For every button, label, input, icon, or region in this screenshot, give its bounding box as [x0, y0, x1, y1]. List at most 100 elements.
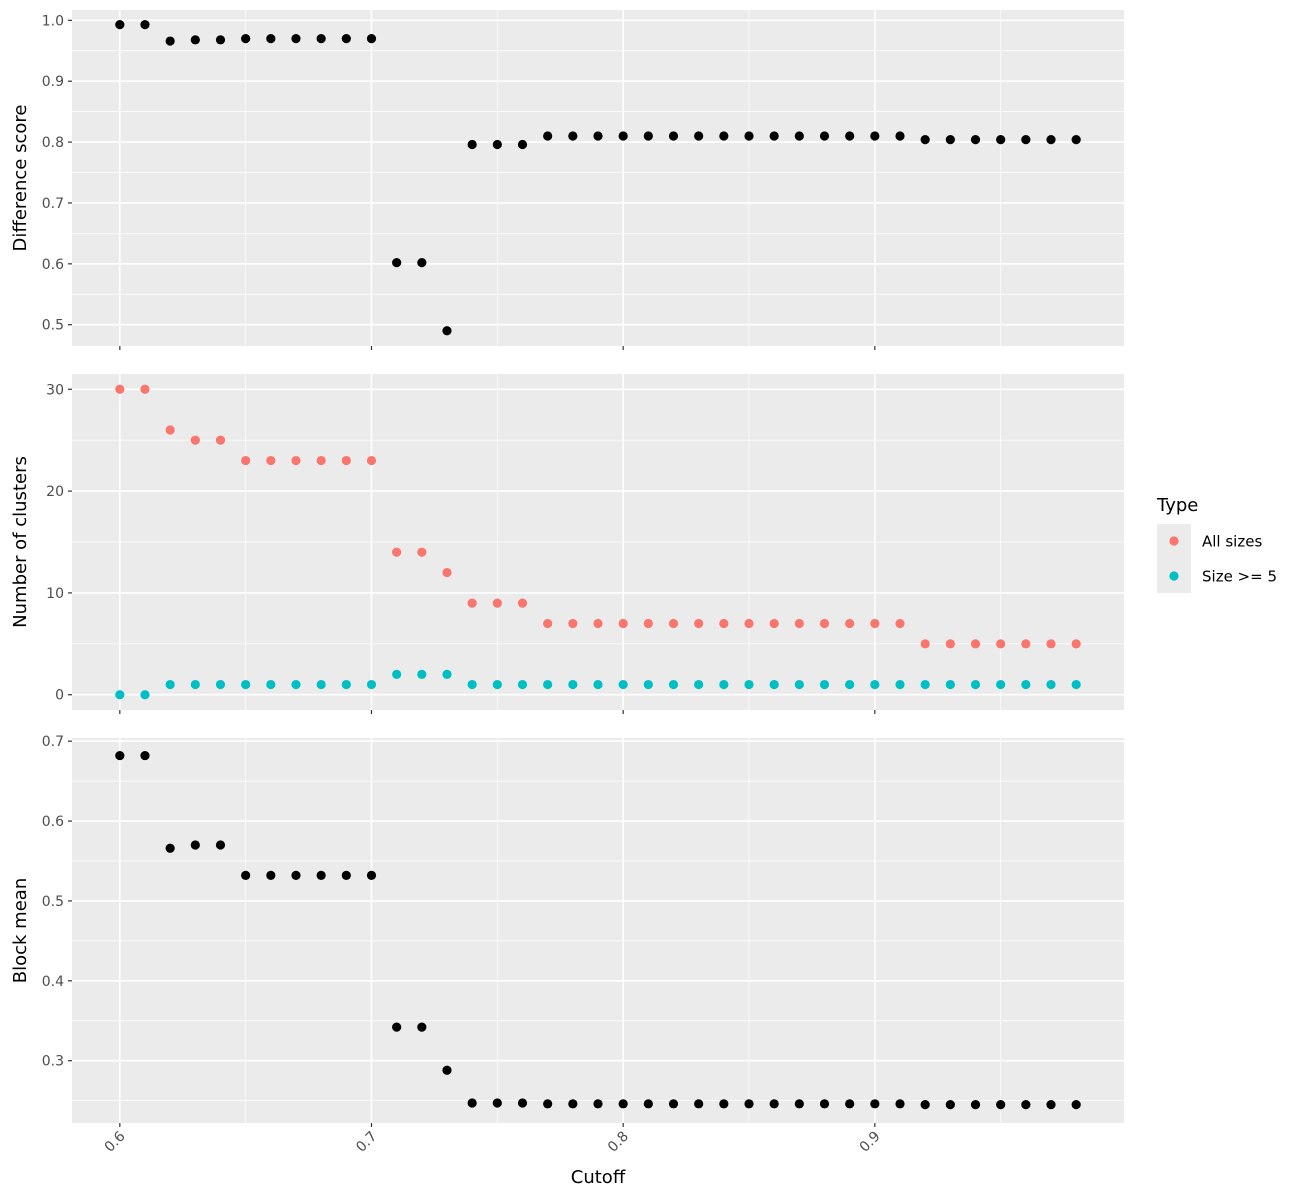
data-point [442, 567, 452, 578]
data-point [140, 384, 150, 394]
panel-2: 0 10 20 30 Number of clusters [10, 374, 1124, 714]
data-point [568, 618, 578, 629]
data-point [291, 870, 301, 880]
data-point [341, 455, 351, 466]
data-point [719, 131, 729, 141]
data-point [568, 131, 578, 141]
data-point [694, 679, 704, 690]
data-point [392, 1022, 402, 1032]
legend-key-background [1157, 524, 1191, 593]
data-point [467, 1098, 477, 1108]
data-point [417, 669, 427, 679]
data-point [366, 679, 377, 690]
data-point [316, 455, 326, 466]
data-point [744, 1099, 754, 1109]
series-all-sizes [115, 384, 1081, 649]
legend-label-2: Size >= 5 [1202, 568, 1277, 586]
data-point [819, 618, 830, 629]
data-point [165, 425, 175, 435]
data-point [945, 639, 955, 649]
data-point [819, 1099, 830, 1109]
data-point [870, 131, 880, 141]
data-point [366, 34, 377, 44]
data-point [417, 547, 427, 557]
y-tick-label: 0 [55, 688, 64, 704]
y-tick-label: 1.0 [42, 13, 64, 29]
data-point [165, 36, 175, 46]
data-point [1046, 679, 1056, 690]
data-point [895, 1099, 905, 1109]
data-point [970, 639, 981, 649]
data-point [115, 20, 125, 30]
data-point [442, 669, 452, 679]
data-point [744, 679, 754, 690]
data-point [769, 1099, 779, 1109]
data-point [819, 679, 830, 690]
data-point [593, 679, 603, 690]
data-point [870, 679, 880, 690]
x-tick-label: 0.8 [605, 1129, 632, 1156]
x-axis-title: Cutoff [571, 1167, 626, 1188]
data-point [945, 679, 955, 690]
data-point [895, 618, 905, 629]
data-point [266, 455, 276, 466]
y-tick-label: 0.9 [42, 74, 64, 90]
data-point [115, 690, 125, 700]
data-point [769, 618, 779, 629]
data-point [668, 679, 679, 690]
data-point [492, 1098, 502, 1108]
data-point [694, 131, 704, 141]
data-point [794, 618, 804, 629]
data-point [769, 131, 779, 141]
data-point [593, 131, 603, 141]
data-point [517, 679, 528, 690]
y-tick-label: 0.6 [42, 257, 64, 273]
data-point [1046, 639, 1056, 649]
data-point [1021, 135, 1031, 145]
data-point [190, 840, 200, 850]
y-axis-title: Number of clusters [10, 456, 31, 628]
data-point [1046, 135, 1056, 145]
data-point [945, 1100, 955, 1110]
y-axis-title: Difference score [10, 105, 31, 252]
data-point [190, 679, 200, 690]
data-point [316, 679, 326, 690]
data-point [618, 679, 628, 690]
data-point [1021, 1100, 1031, 1110]
data-point [417, 1022, 427, 1032]
y-tick-label: 10 [46, 586, 64, 602]
data-point [316, 870, 326, 880]
data-point [945, 135, 955, 145]
data-point [970, 135, 981, 145]
data-point [920, 679, 930, 690]
legend-key-1 [1169, 536, 1179, 546]
panel-background [72, 10, 1124, 346]
panel-background [72, 738, 1124, 1123]
data-point [1071, 639, 1081, 649]
data-point [140, 20, 150, 30]
data-point [794, 679, 804, 690]
data-point [744, 131, 754, 141]
y-axis-title: Block mean [10, 878, 31, 983]
data-point [694, 1099, 704, 1109]
data-point [618, 1099, 628, 1109]
data-point [241, 870, 251, 880]
series-points-1 [115, 20, 1081, 336]
data-point [417, 258, 427, 268]
data-point [467, 598, 477, 608]
data-point [140, 750, 150, 761]
y-tick-label: 20 [46, 484, 64, 500]
data-point [266, 34, 276, 44]
data-point [1071, 679, 1081, 690]
data-point [996, 1100, 1006, 1110]
data-point [895, 679, 905, 690]
data-point [215, 435, 226, 445]
data-point [719, 679, 729, 690]
data-point [266, 870, 276, 880]
series-size-5 [115, 669, 1081, 700]
data-point [517, 598, 528, 608]
series-points-3 [115, 750, 1081, 1110]
data-point [341, 679, 351, 690]
data-point [618, 618, 628, 629]
